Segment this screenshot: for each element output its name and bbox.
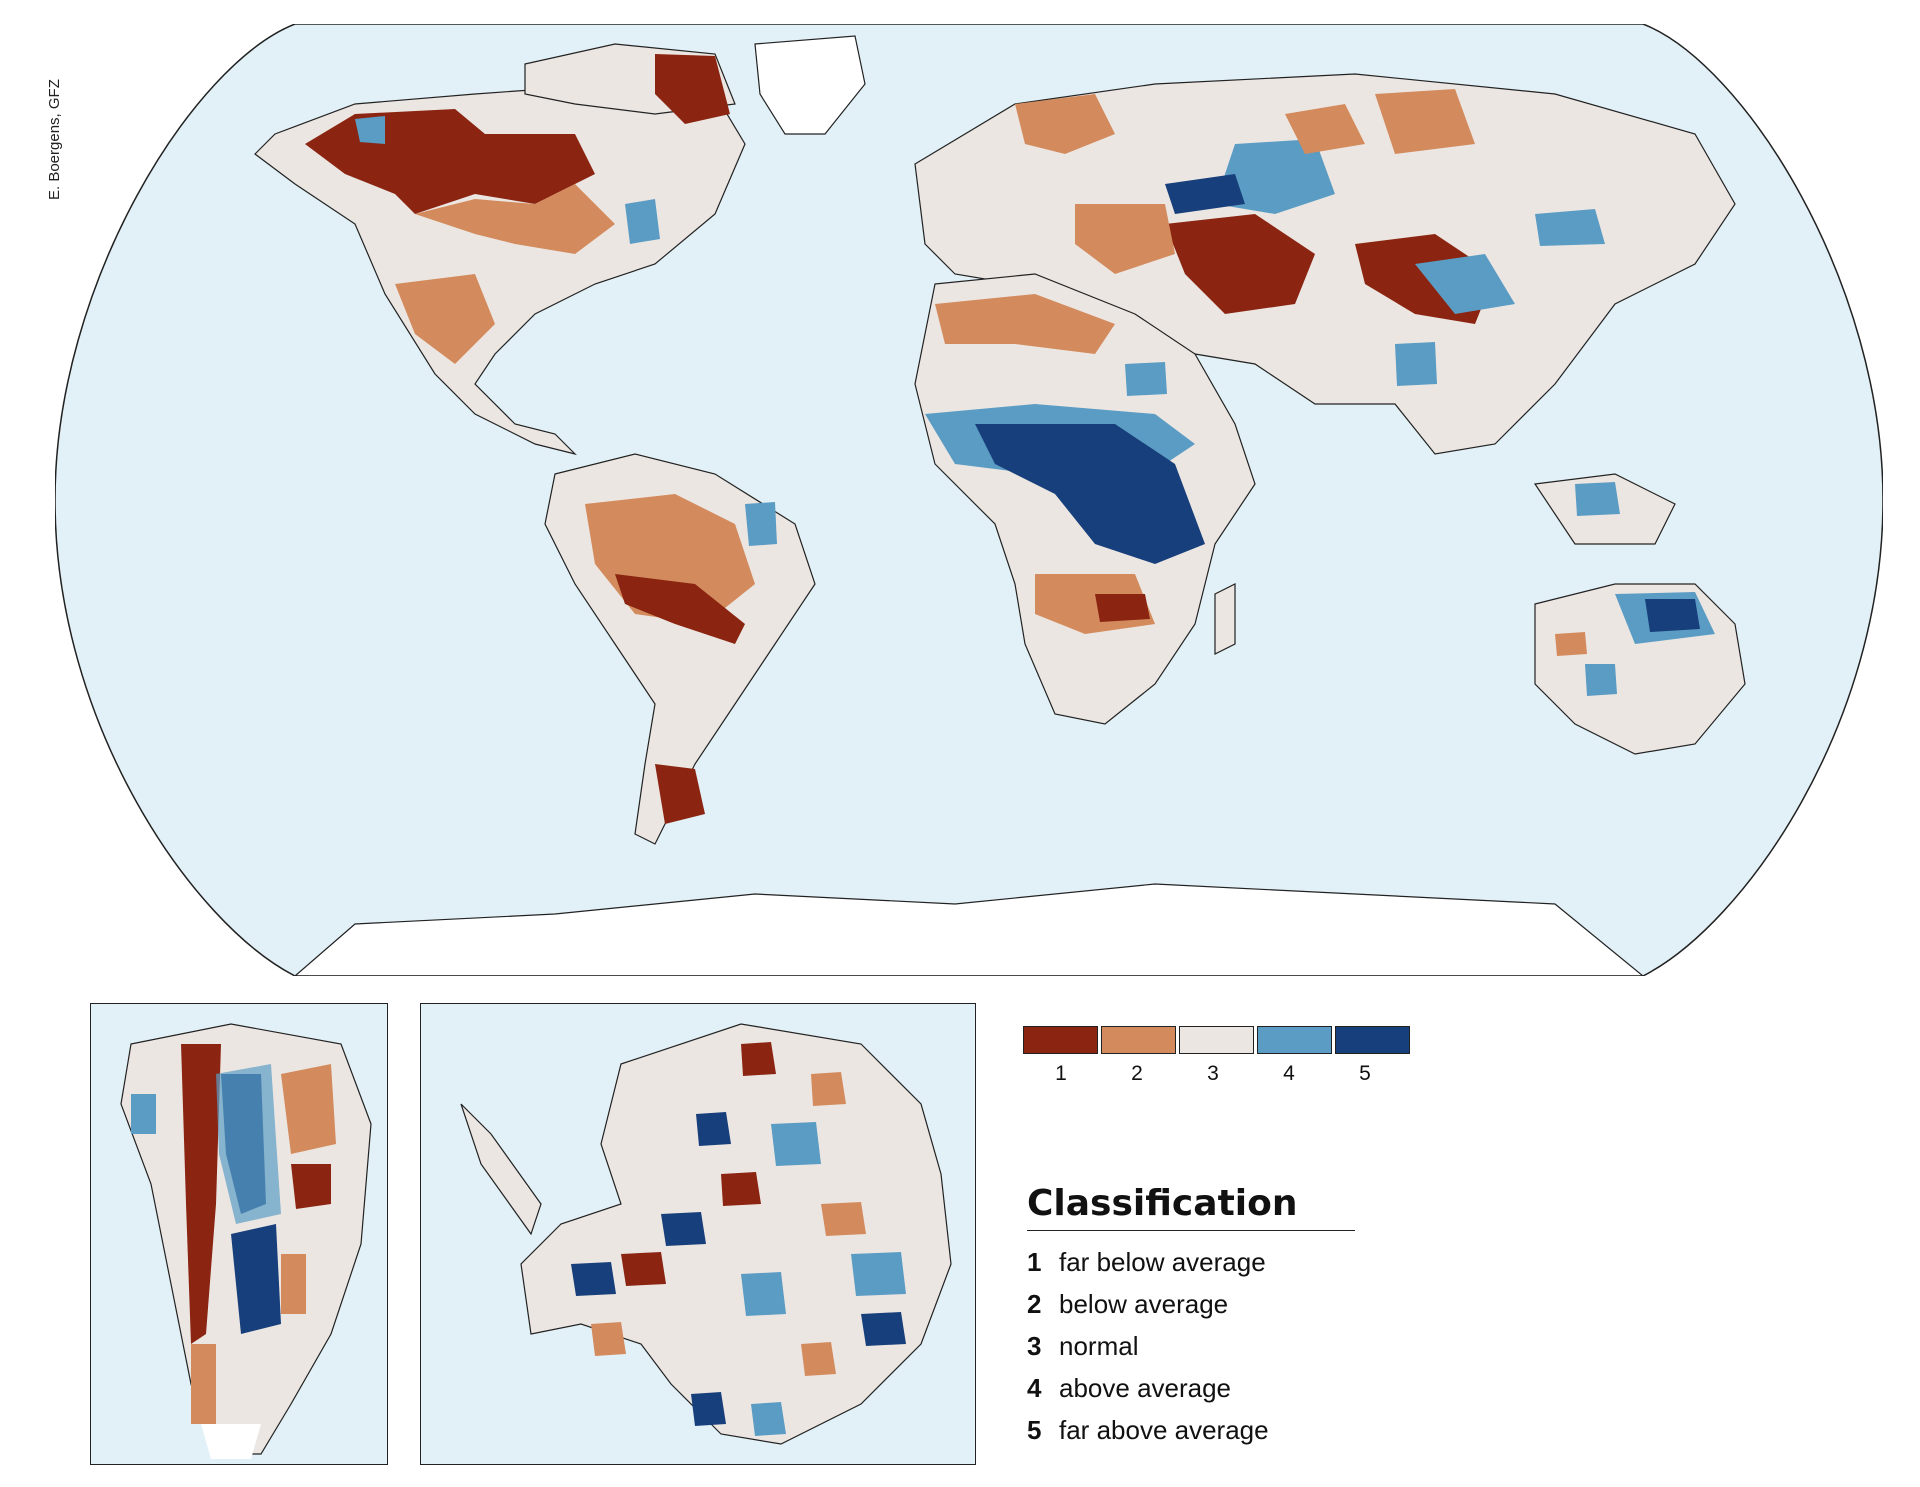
- aa-class4d: [751, 1402, 786, 1436]
- map-border: [55, 24, 1883, 976]
- legend-row: 2 below average: [1027, 1289, 1355, 1331]
- region-asia-class2: [1075, 204, 1175, 274]
- region-asia-class4c: [1535, 209, 1605, 246]
- legend-row: 5 far above average: [1027, 1415, 1355, 1457]
- classification-legend: Classification 1 far below average 2 bel…: [1027, 1183, 1355, 1457]
- aa-class1c: [621, 1252, 666, 1286]
- legend-label: far above average: [1059, 1415, 1269, 1445]
- gl-ice-south: [201, 1424, 261, 1459]
- aa-class2c: [801, 1342, 836, 1376]
- land-greenland: [754, 35, 866, 135]
- world-map: [55, 24, 1883, 976]
- gl-class5b: [231, 1224, 281, 1334]
- region-eu-class2: [1015, 94, 1115, 154]
- region-af-class1: [1095, 594, 1150, 622]
- region-asia-class2c: [1375, 89, 1475, 154]
- legend-row: 4 above average: [1027, 1373, 1355, 1415]
- colorbar-tick: 3: [1207, 1062, 1219, 1085]
- antarctica-inset: [420, 1003, 976, 1465]
- gl-class4: [216, 1064, 281, 1224]
- legend-title: Classification: [1027, 1183, 1355, 1231]
- colorbar-swatch-2: [1101, 1026, 1176, 1054]
- legend-label: below average: [1059, 1289, 1229, 1319]
- colorbar-swatch-1: [1023, 1026, 1098, 1054]
- region-asia-class1: [1165, 214, 1315, 314]
- region-asia-class4d: [1395, 342, 1437, 386]
- legend-row: 3 normal: [1027, 1331, 1355, 1373]
- gl-class1: [181, 1044, 221, 1344]
- region-asia-class4: [1215, 139, 1335, 214]
- region-sea-class4: [1575, 482, 1620, 516]
- colorbar-tick: 4: [1283, 1062, 1295, 1085]
- aa-class4a: [771, 1122, 821, 1166]
- region-arctic-class1: [655, 54, 730, 124]
- colorbar-swatch-3: [1179, 1026, 1254, 1054]
- region-na-class2: [415, 184, 615, 254]
- colorbar-tick-labels: 1 2 3 4 5: [1023, 1062, 1403, 1086]
- aa-class2b: [821, 1202, 866, 1236]
- legend-number: 3: [1027, 1331, 1042, 1361]
- legend-number: 5: [1027, 1415, 1042, 1445]
- region-sa-class4: [745, 502, 777, 546]
- gl-class1b: [291, 1164, 331, 1209]
- aa-class4b: [851, 1252, 906, 1296]
- region-na-class4: [355, 116, 385, 144]
- region-au-class2: [1555, 632, 1587, 656]
- region-sa-class1: [615, 574, 745, 644]
- colorbar-tick: 1: [1055, 1062, 1067, 1085]
- region-af-class2: [935, 294, 1115, 354]
- legend-label: above average: [1059, 1373, 1232, 1403]
- aa-class2a: [811, 1072, 846, 1106]
- land-antarctica-inset: [520, 1023, 952, 1445]
- legend-number: 1: [1027, 1247, 1042, 1277]
- colorbar-swatch-5: [1335, 1026, 1410, 1054]
- land-antarctic-peninsula: [460, 1103, 542, 1236]
- aa-class5e: [691, 1392, 726, 1426]
- aa-class5c: [571, 1262, 616, 1296]
- region-au-class4b: [1585, 664, 1617, 696]
- aa-class5b: [661, 1212, 706, 1246]
- region-af-class5: [975, 424, 1205, 564]
- legend-label: far below average: [1059, 1247, 1266, 1277]
- colorbar-swatch-4: [1257, 1026, 1332, 1054]
- legend-row: 1 far below average: [1027, 1247, 1355, 1289]
- colorbar-tick: 5: [1359, 1062, 1371, 1085]
- region-au-class5: [1645, 599, 1700, 632]
- aa-class4c: [741, 1272, 786, 1316]
- region-asia-class4b: [1415, 254, 1515, 314]
- region-asia-class5: [1165, 174, 1245, 214]
- greenland-inset: [90, 1003, 388, 1465]
- region-sa-south-class1: [655, 764, 705, 824]
- legend-label: normal: [1059, 1331, 1139, 1361]
- legend-number: 2: [1027, 1289, 1042, 1319]
- land-antarctica: [293, 883, 1645, 976]
- colorbar: [1023, 1026, 1413, 1054]
- aa-class1b: [721, 1172, 761, 1206]
- aa-class2d: [591, 1322, 626, 1356]
- greenland-map: [120, 1023, 372, 1459]
- region-af-class4b: [1125, 362, 1167, 396]
- gl-class2c: [191, 1344, 216, 1424]
- gl-class2b: [281, 1254, 306, 1314]
- region-asia-class2b: [1285, 104, 1365, 154]
- aa-class5d: [861, 1312, 906, 1346]
- gl-class4b: [131, 1094, 156, 1134]
- antarctica-map: [460, 1023, 952, 1445]
- aa-class5a: [696, 1112, 731, 1146]
- region-na-class4b: [625, 199, 660, 244]
- land-madagascar: [1214, 583, 1236, 655]
- aa-class1a: [741, 1042, 776, 1076]
- legend-number: 4: [1027, 1373, 1042, 1403]
- region-na-class2b: [395, 274, 495, 364]
- gl-class2: [281, 1064, 336, 1154]
- colorbar-tick: 2: [1131, 1062, 1143, 1085]
